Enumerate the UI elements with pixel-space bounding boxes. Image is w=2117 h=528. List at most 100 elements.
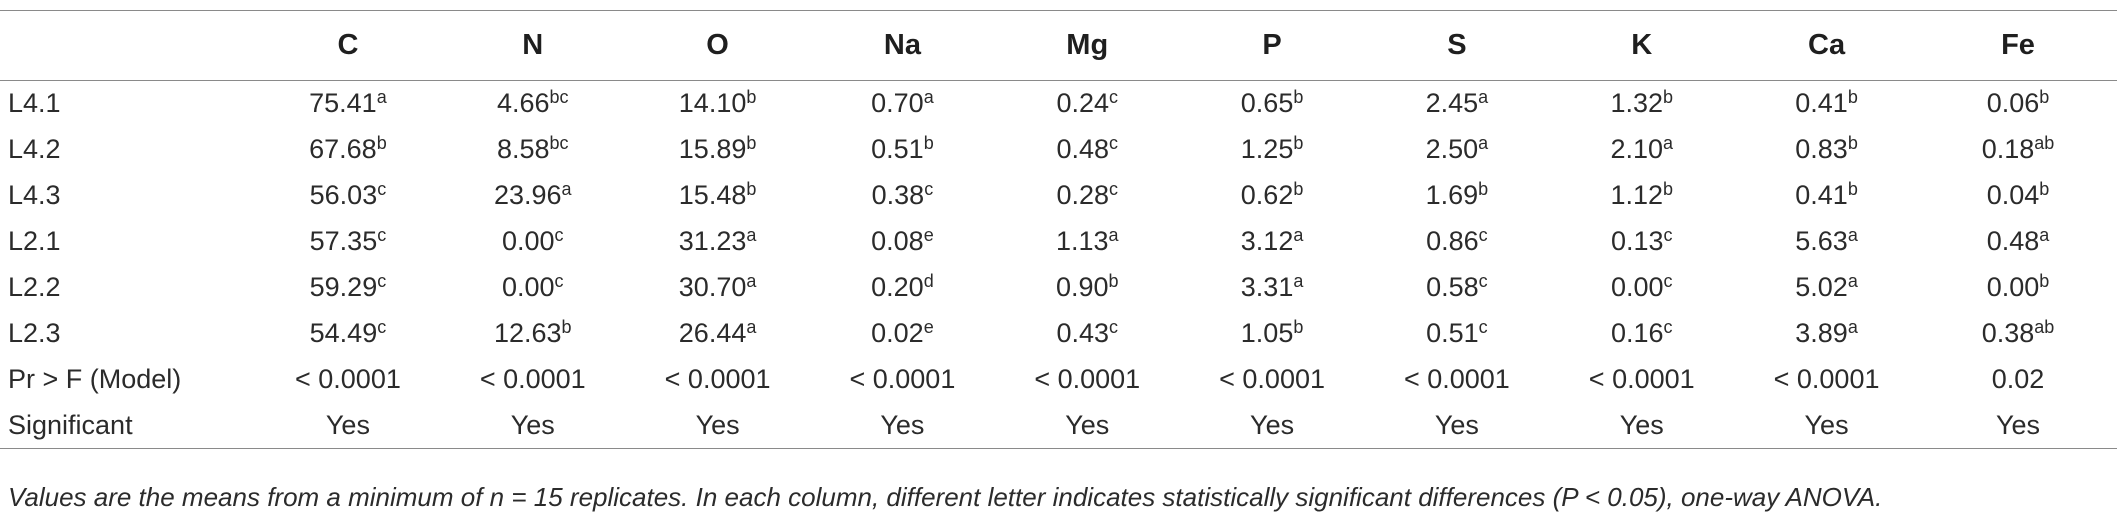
significance-letter: c xyxy=(924,179,934,199)
table-cell: < 0.0001 xyxy=(440,357,625,403)
significance-letter: b xyxy=(746,179,757,199)
cell-value: 0.65 xyxy=(1240,88,1294,119)
row-label: L2.2 xyxy=(8,272,61,302)
table-cell: 0.38c xyxy=(810,173,995,219)
table-cell: 3.31a xyxy=(1180,265,1365,311)
row-label: Pr > F (Model) xyxy=(8,364,182,394)
significance-letter: b xyxy=(2039,87,2050,108)
row-label: L4.1 xyxy=(8,88,61,119)
table-cell: 1.32b xyxy=(1549,81,1734,127)
table-cell: 0.20d xyxy=(810,265,995,311)
cell-value: 8.58 xyxy=(496,134,550,164)
cell-value: 15.89 xyxy=(678,134,747,164)
table-cell: 4.66bc xyxy=(440,81,625,127)
table-cell: 0.41b xyxy=(1734,81,1919,127)
cell-value: 15.48 xyxy=(678,180,747,210)
cell-value: 1.69 xyxy=(1425,180,1479,210)
cell-value: 54.49 xyxy=(309,318,378,348)
cell-value: < 0.0001 xyxy=(1034,364,1141,394)
significance-letter: a xyxy=(1663,133,1674,153)
significance-letter: c xyxy=(1109,179,1119,199)
significance-letter: a xyxy=(1847,271,1858,291)
table-cell: 0.41b xyxy=(1734,173,1919,219)
cell-value: 1.32 xyxy=(1610,88,1663,119)
significance-letter: c xyxy=(1478,225,1488,245)
table-cell: 0.86c xyxy=(1364,219,1549,265)
cell-value: 2.45 xyxy=(1425,88,1479,119)
cell-value: 0.18 xyxy=(1981,134,2035,164)
composition-table: C N O Na Mg P S K Ca Fe L4.1 75.41a 4.66bc 14.10b 0.7… xyxy=(0,10,2117,449)
cell-value: 5.63 xyxy=(1795,226,1848,256)
cell-value: 2.50 xyxy=(1425,134,1479,164)
cell-value: 0.58 xyxy=(1426,272,1479,302)
cell-value: 0.38 xyxy=(871,180,925,210)
cell-value: 0.48 xyxy=(1056,134,1110,164)
significance-letter: a xyxy=(376,87,387,108)
significance-letter: c xyxy=(1109,87,1119,108)
cell-value: 0.90 xyxy=(1055,272,1109,302)
significance-letter: b xyxy=(1847,87,1858,108)
column-header-mg: Mg xyxy=(994,10,1180,81)
cell-value: 57.35 xyxy=(309,226,378,256)
cell-value: 5.02 xyxy=(1795,272,1848,302)
cell-value: 2.10 xyxy=(1610,134,1663,164)
cell-value: 3.31 xyxy=(1240,272,1294,302)
table-cell: 0.83b xyxy=(1734,127,1919,173)
table-cell: 5.63a xyxy=(1734,219,1919,265)
significance-letter: b xyxy=(1663,87,1674,108)
cell-value: < 0.0001 xyxy=(664,364,771,394)
column-header-c: C xyxy=(255,10,441,81)
cell-value: Yes xyxy=(1619,409,1664,440)
table-cell: < 0.0001 xyxy=(1734,357,1919,403)
table-cell: 0.00c xyxy=(440,265,625,311)
table-cell: 75.41a xyxy=(256,81,441,127)
cell-value: 0.51 xyxy=(871,134,924,164)
cell-value: 0.04 xyxy=(1986,180,2040,210)
column-header-ca: Ca xyxy=(1734,10,1919,81)
table-cell: Yes xyxy=(1364,402,1550,449)
cell-value: 0.51 xyxy=(1426,318,1479,348)
significance-letter: a xyxy=(923,87,934,108)
cell-value: 0.70 xyxy=(871,88,924,119)
cell-value: 0.00 xyxy=(501,272,555,302)
table-cell: 1.25b xyxy=(1180,127,1365,173)
cell-value: Yes xyxy=(880,409,925,440)
table-cell: 0.58c xyxy=(1364,265,1549,311)
table-cell: 0.04b xyxy=(1919,173,2117,219)
significance-letter: bc xyxy=(549,133,569,153)
cell-value: < 0.0001 xyxy=(1219,364,1325,394)
cell-value: 0.02 xyxy=(1991,364,2045,394)
row-label: Significant xyxy=(0,402,256,449)
significance-letter: ab xyxy=(2034,133,2055,153)
table-cell: 31.23a xyxy=(625,219,810,265)
row-label: L2.1 xyxy=(8,226,61,256)
table-cell: 0.06b xyxy=(1919,81,2117,127)
cell-value: < 0.0001 xyxy=(1588,364,1695,394)
cell-value: < 0.0001 xyxy=(479,364,586,394)
cell-value: < 0.0001 xyxy=(295,364,401,394)
significance-letter: a xyxy=(1108,225,1119,245)
significance-letter: a xyxy=(746,271,757,291)
table-cell: 2.10a xyxy=(1549,127,1734,173)
column-header-na: Na xyxy=(810,10,995,81)
table-cell: Yes xyxy=(255,402,441,449)
cell-value: 0.86 xyxy=(1426,226,1479,256)
significance-letter: b xyxy=(746,133,757,153)
cell-value: 0.20 xyxy=(871,272,924,302)
table-row: L4.3 56.03c 23.96a 15.48b 0.38c 0.28c 0.62b 1.6… xyxy=(0,173,2117,219)
table-cell: < 0.0001 xyxy=(1180,357,1365,403)
significance-letter: a xyxy=(2039,225,2050,245)
table-cell: 0.65b xyxy=(1180,81,1365,127)
table-row: Significant Yes Yes Yes Yes Yes Yes Yes Yes Yes Ye… xyxy=(0,402,2117,449)
significance-letter: ab xyxy=(2034,317,2055,337)
cell-value: 0.38 xyxy=(1981,318,2035,348)
table-row: Pr > F (Model) < 0.0001 < 0.0001 < 0.0001 < … xyxy=(0,357,2117,403)
cell-value: 0.00 xyxy=(501,226,555,256)
table-cell: 57.35c xyxy=(256,219,441,265)
cell-value: Yes xyxy=(1995,409,2040,440)
table-cell: < 0.0001 xyxy=(995,357,1180,403)
cell-value: 0.28 xyxy=(1056,180,1110,210)
column-header-n: N xyxy=(440,10,626,81)
cell-value: 23.96 xyxy=(493,180,562,210)
